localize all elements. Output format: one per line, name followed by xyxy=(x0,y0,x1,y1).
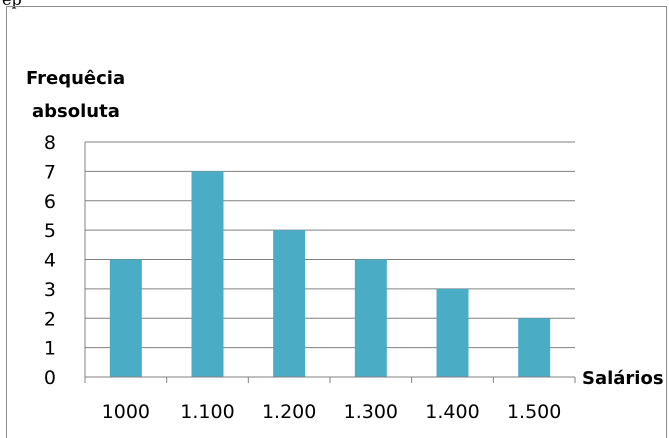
x-tick-label: 1.200 xyxy=(262,401,316,423)
y-tick-label: 6 xyxy=(44,191,56,213)
y-tick-labels: 0 1 2 3 4 5 6 7 8 xyxy=(44,132,56,389)
y-tick-label: 7 xyxy=(44,161,56,183)
x-tick-labels: 1000 1.100 1.200 1.300 1.400 1.500 xyxy=(102,401,562,423)
y-tick-label: 3 xyxy=(44,279,56,301)
y-tick-label: 0 xyxy=(44,367,56,389)
y-axis-title-line-2: absoluta xyxy=(32,101,120,122)
y-tick-label: 4 xyxy=(44,250,56,272)
x-tick-label: 1.500 xyxy=(507,401,561,423)
x-tick-label: 1.400 xyxy=(425,401,479,423)
x-tick-label: 1.100 xyxy=(180,401,234,423)
x-tick-label: 1.300 xyxy=(344,401,398,423)
x-tick-label: 1000 xyxy=(102,401,150,423)
y-tick-label: 1 xyxy=(44,338,56,360)
y-tick-label: 5 xyxy=(44,220,56,242)
y-tick-label: 2 xyxy=(44,308,56,330)
bar xyxy=(191,171,224,377)
bar xyxy=(354,259,387,377)
x-axis-title: Salários xyxy=(582,368,664,389)
bar xyxy=(436,288,469,377)
bar xyxy=(518,318,551,377)
x-tick-marks xyxy=(84,377,576,383)
bar xyxy=(109,259,142,377)
cropped-top-text: ep xyxy=(2,0,22,9)
bars xyxy=(109,171,551,377)
bar xyxy=(273,230,306,377)
chart-border xyxy=(6,6,667,438)
gridlines xyxy=(85,141,575,349)
y-axis-title-line-1: Frequêcia xyxy=(26,68,125,89)
y-tick-label: 8 xyxy=(44,132,56,154)
